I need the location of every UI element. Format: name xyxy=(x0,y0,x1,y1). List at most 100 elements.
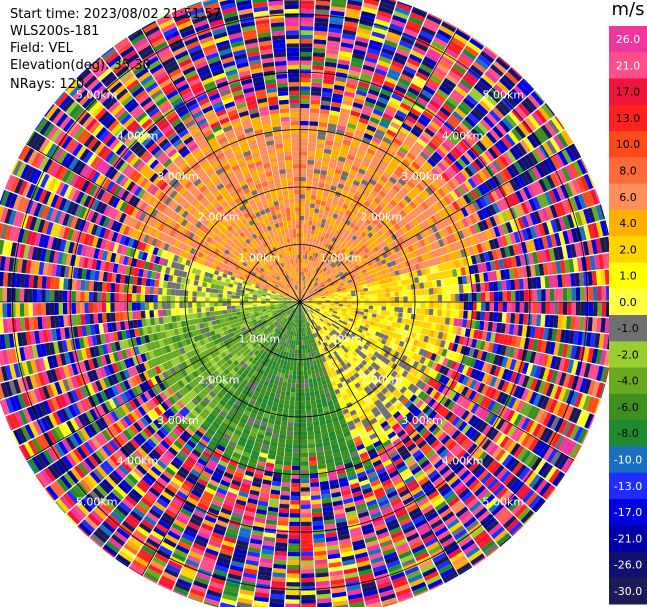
velocity-gate xyxy=(304,379,309,384)
velocity-gate xyxy=(534,109,547,124)
velocity-gate xyxy=(386,72,399,81)
velocity-gate xyxy=(463,151,474,163)
velocity-gate xyxy=(349,114,360,122)
velocity-gate xyxy=(380,140,390,149)
velocity-gate xyxy=(327,271,332,276)
velocity-gate xyxy=(372,27,387,35)
velocity-gate xyxy=(321,232,326,238)
velocity-gate xyxy=(294,418,300,423)
velocity-gate xyxy=(346,276,352,281)
velocity-gate xyxy=(475,198,484,210)
velocity-gate xyxy=(416,154,427,164)
velocity-gate xyxy=(312,56,325,62)
velocity-gate xyxy=(296,366,300,371)
velocity-gate xyxy=(524,97,538,111)
velocity-gate xyxy=(392,184,401,193)
velocity-gate xyxy=(318,280,323,285)
velocity-gate xyxy=(319,227,324,233)
velocity-gate xyxy=(451,251,459,261)
velocity-gate xyxy=(412,173,422,183)
velocity-gate xyxy=(325,283,330,287)
velocity-gate xyxy=(423,315,429,322)
velocity-gate xyxy=(446,294,451,302)
velocity-gate xyxy=(471,87,484,100)
velocity-gate xyxy=(291,474,300,479)
velocity-gate xyxy=(320,222,325,229)
velocity-gate xyxy=(312,221,317,226)
velocity-gate xyxy=(537,223,546,237)
velocity-gate xyxy=(519,302,525,313)
velocity-gate xyxy=(289,526,300,531)
velocity-gate xyxy=(336,286,341,290)
velocity-gate xyxy=(488,311,494,322)
velocity-gate xyxy=(300,0,315,1)
velocity-gate xyxy=(352,137,362,145)
velocity-gate xyxy=(397,317,403,324)
velocity-gate xyxy=(391,93,403,102)
velocity-gate xyxy=(581,192,591,208)
velocity-gate xyxy=(348,264,355,269)
velocity-gate xyxy=(420,89,433,99)
velocity-gate xyxy=(368,305,374,310)
velocity-gate xyxy=(323,280,328,285)
velocity-gate xyxy=(412,257,419,265)
velocity-gate xyxy=(292,444,300,449)
velocity-gate xyxy=(309,278,313,284)
velocity-gate xyxy=(305,263,308,269)
velocity-gate xyxy=(364,101,375,109)
velocity-gate xyxy=(311,73,323,79)
velocity-gate xyxy=(512,205,522,218)
velocity-gate xyxy=(345,235,352,242)
velocity-gate xyxy=(453,221,462,232)
velocity-gate xyxy=(300,418,307,423)
velocity-gate xyxy=(548,189,558,204)
velocity-gate xyxy=(308,382,314,388)
velocity-gate xyxy=(532,302,538,314)
velocity-gate xyxy=(308,220,313,226)
velocity-gate xyxy=(459,302,464,310)
velocity-gate xyxy=(514,125,527,139)
velocity-gate xyxy=(330,185,337,192)
velocity-gate xyxy=(447,252,454,262)
velocity-gate xyxy=(333,232,339,239)
velocity-gate xyxy=(524,200,534,213)
velocity-gate xyxy=(300,0,315,5)
velocity-gate xyxy=(448,40,464,52)
velocity-gate xyxy=(287,356,292,362)
velocity-gate xyxy=(455,59,469,71)
velocity-gate xyxy=(373,246,380,253)
velocity-gate xyxy=(307,430,314,436)
velocity-gate xyxy=(493,214,501,226)
velocity-gate xyxy=(355,36,370,44)
velocity-gate xyxy=(306,168,314,174)
velocity-gate xyxy=(394,258,401,265)
velocity-gate xyxy=(364,56,378,64)
velocity-gate xyxy=(363,247,370,254)
velocity-gate xyxy=(310,95,321,101)
velocity-gate xyxy=(307,277,311,283)
velocity-gate xyxy=(370,235,377,242)
velocity-gate xyxy=(364,128,375,137)
velocity-gate xyxy=(301,599,316,604)
velocity-gate xyxy=(345,209,352,216)
velocity-gate xyxy=(353,272,359,278)
velocity-gate xyxy=(304,285,307,291)
velocity-gate xyxy=(357,262,364,268)
velocity-gate xyxy=(334,297,339,301)
velocity-gate xyxy=(300,431,307,436)
velocity-gate xyxy=(342,304,348,307)
velocity-gate xyxy=(349,244,355,250)
velocity-gate xyxy=(352,280,358,285)
velocity-gate xyxy=(308,246,312,252)
velocity-gate xyxy=(353,44,367,52)
velocity-gate xyxy=(492,238,500,249)
velocity-gate xyxy=(373,232,381,240)
velocity-gate xyxy=(347,299,352,302)
velocity-gate xyxy=(402,312,408,319)
velocity-gate xyxy=(403,155,414,165)
velocity-gate xyxy=(587,173,595,188)
velocity-gate xyxy=(435,63,450,74)
velocity-gate xyxy=(454,174,464,185)
velocity-gate xyxy=(304,215,309,221)
velocity-gate xyxy=(285,365,290,371)
